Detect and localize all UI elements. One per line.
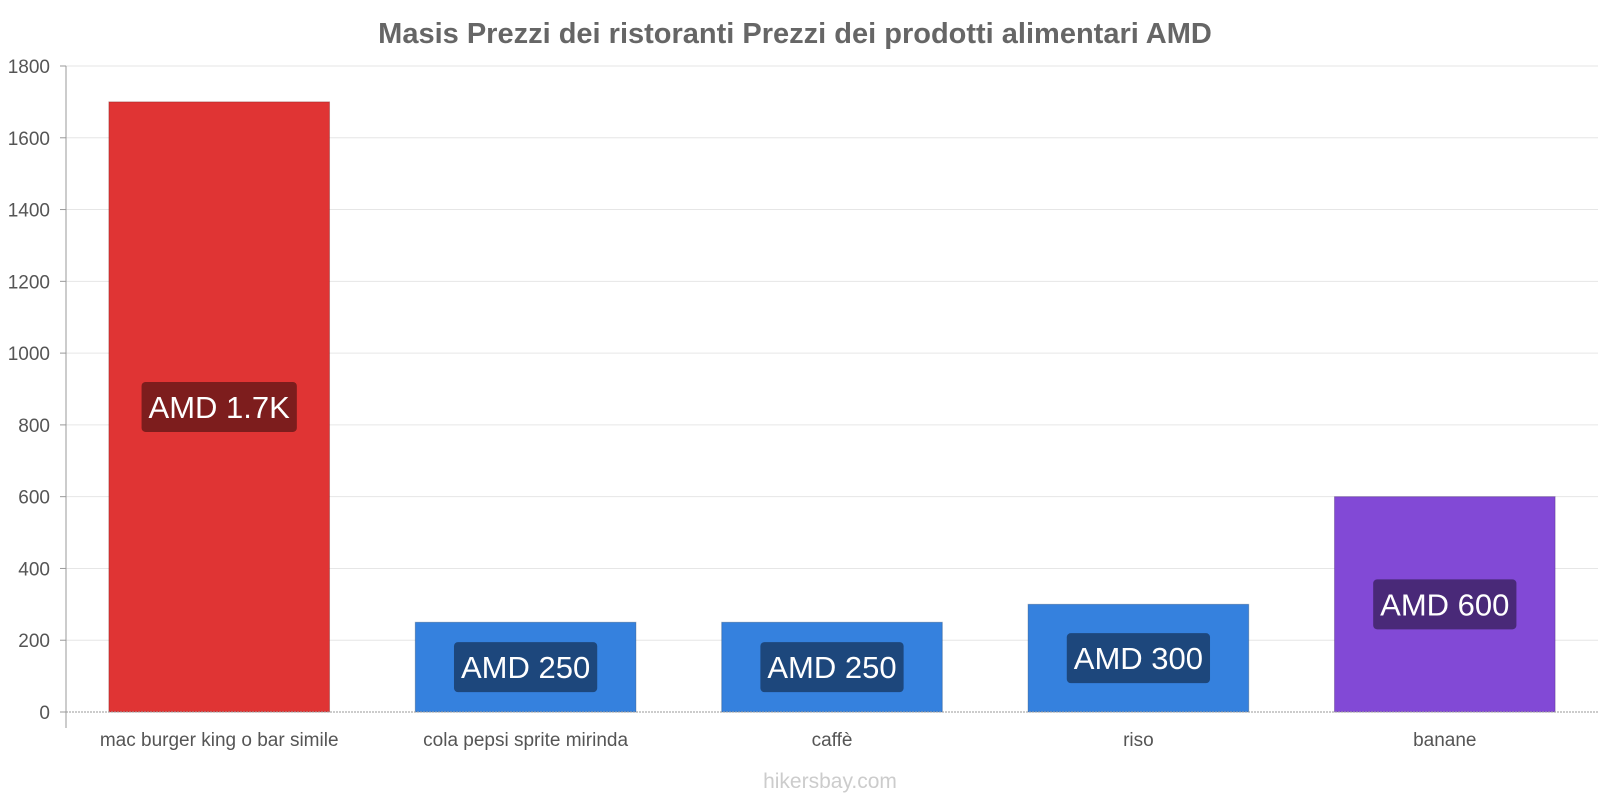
y-axis: 0 200 400 600 800 1000 1200 1400 1600 1800 [8, 57, 67, 728]
y-tick-label: 1400 [8, 201, 50, 222]
chart-title: Masis Prezzi dei ristoranti Prezzi dei p… [378, 18, 1212, 50]
y-tick-label: 0 [39, 703, 50, 724]
x-tick-label: cola pepsi sprite mirinda [423, 730, 628, 751]
data-labels: AMD 1.7K AMD 250 AMD 250 AMD 300 AMD 600 [141, 381, 1517, 693]
watermark: hikersbay.com [763, 770, 897, 793]
data-label-text: AMD 1.7K [149, 390, 291, 425]
x-tick-label: mac burger king o bar simile [100, 730, 339, 751]
data-label: AMD 300 [1066, 633, 1211, 684]
y-tick-label: 1200 [8, 272, 50, 293]
bars [108, 101, 1556, 713]
data-label-text: AMD 250 [461, 650, 590, 685]
data-label-box [1066, 633, 1211, 684]
data-label-box [760, 642, 904, 693]
data-label: AMD 250 [760, 642, 904, 693]
data-label: AMD 1.7K [141, 381, 297, 432]
data-label: AMD 250 [453, 642, 598, 693]
y-tick-label: 800 [18, 416, 50, 437]
data-label-box [141, 381, 297, 432]
x-axis: mac burger king o bar simile cola pepsi s… [66, 711, 1598, 751]
y-tick-label: 1800 [8, 57, 50, 78]
x-tick-label: riso [1123, 730, 1154, 751]
data-label-box [453, 642, 598, 693]
data-label: AMD 600 [1373, 579, 1517, 630]
x-tick-label: caffè [812, 730, 853, 751]
x-tick-label: banane [1413, 730, 1476, 751]
y-tick-label: 400 [18, 559, 50, 580]
data-label-box [1373, 579, 1517, 630]
y-tick-label: 1600 [8, 129, 50, 150]
data-label-text: AMD 600 [1380, 587, 1509, 622]
y-tick-label: 1000 [8, 344, 50, 365]
data-label-text: AMD 300 [1074, 641, 1203, 676]
y-tick-label: 600 [18, 488, 50, 509]
y-tick-label: 200 [18, 631, 50, 652]
data-label-text: AMD 250 [767, 650, 896, 685]
